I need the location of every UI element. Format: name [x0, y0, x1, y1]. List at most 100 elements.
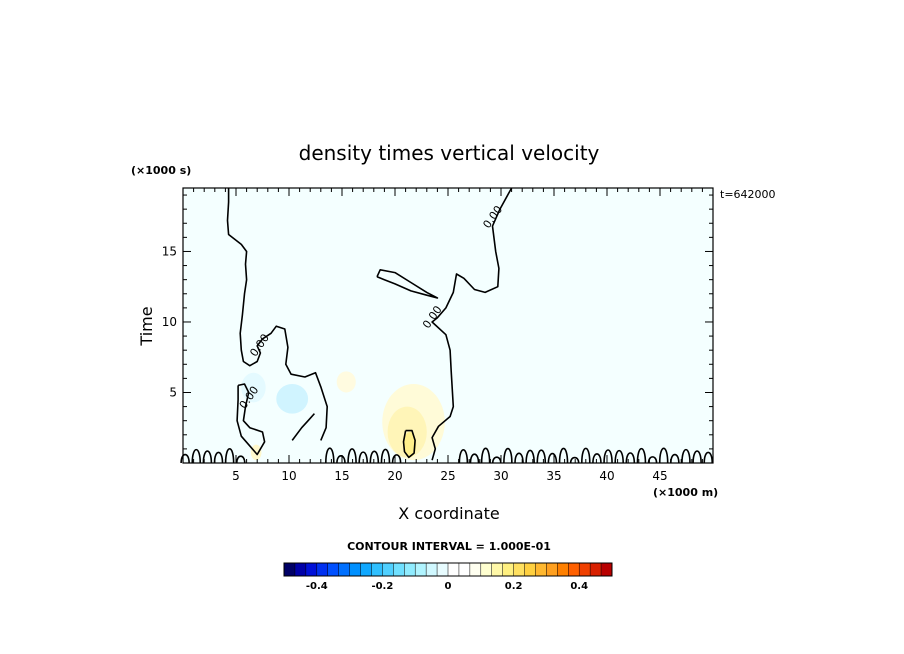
surface-contour: [547, 452, 558, 464]
surface-contour: [325, 447, 335, 464]
surface-contour: [380, 448, 391, 464]
zero-contour-4: [236, 383, 266, 456]
colorbar-swatch: [546, 563, 558, 576]
colorbar-tick-label: -0.4: [306, 581, 328, 592]
surface-contour: [369, 450, 380, 464]
surface-contour: [647, 456, 658, 464]
y-tick-label: 15: [162, 244, 177, 258]
x-tick-label: 45: [652, 469, 667, 483]
colorbar-frame: [283, 562, 613, 577]
colorbar-swatch: [502, 563, 514, 576]
colorbar-tick-label: 0.2: [505, 581, 523, 592]
field-patch-strong-yellow: [403, 431, 417, 458]
colorbar-swatch: [480, 563, 493, 576]
x-tick-label: 15: [334, 469, 349, 483]
colorbar-swatch: [415, 563, 427, 576]
surface-contour: [347, 448, 357, 464]
x-tick-label: 5: [232, 469, 240, 483]
surface-contour: [191, 448, 202, 464]
surface-contour: [592, 453, 602, 464]
surface-contour: [703, 451, 714, 464]
surface-contour: [603, 449, 613, 464]
colorbar-swatch: [437, 563, 449, 576]
surface-contour: [614, 449, 624, 464]
y-tick-label: 10: [162, 315, 177, 329]
colorbar-swatch: [469, 563, 482, 576]
colorbar-swatch: [360, 563, 372, 576]
colorbar-swatch: [371, 563, 383, 576]
colorbar-swatch: [382, 563, 394, 576]
colorbar-swatch: [426, 563, 438, 576]
colorbar-swatch: [305, 563, 318, 576]
x-tick-label: 10: [281, 469, 296, 483]
surface-contour: [536, 449, 547, 464]
surface-contour: [514, 452, 524, 464]
zero-contours: [180, 187, 714, 464]
surface-contour: [681, 448, 691, 464]
surface-contour: [180, 453, 190, 464]
x-tick-label: 25: [440, 469, 455, 483]
x-axis-label: X coordinate: [398, 504, 499, 523]
zero-contour-2: [431, 187, 513, 461]
surface-contour: [235, 455, 246, 464]
colorbar-swatch: [349, 563, 361, 576]
field-background: [183, 188, 713, 463]
surface-contour: [503, 447, 513, 464]
field-patch-faint-yellow: [336, 371, 356, 393]
colorbar-swatch: [601, 563, 613, 576]
surface-contour: [358, 451, 368, 464]
colorbar: -0.4 -0.2 0 0.2 0.4: [283, 562, 613, 592]
x-tick-label: 20: [387, 469, 402, 483]
y-axis-unit: (×1000 s): [131, 164, 191, 177]
surface-contour: [569, 456, 580, 464]
surface-contour: [391, 454, 402, 464]
colorbar-tick-label: 0: [445, 581, 452, 592]
x-tick-label: 40: [599, 469, 614, 483]
surface-contour: [692, 450, 702, 464]
field-patch-light-cyan: [276, 384, 309, 414]
colorbar-swatch: [393, 563, 405, 576]
colorbar-tick-label: -0.2: [371, 581, 393, 592]
surface-contour: [469, 453, 480, 464]
surface-contour: [625, 452, 636, 464]
surface-contour: [224, 448, 235, 464]
surface-contour: [480, 447, 491, 464]
colorbar-swatch: [316, 563, 329, 576]
surface-contour: [336, 455, 346, 464]
zero-contour-1: [291, 413, 315, 441]
colorbar-swatch: [535, 563, 547, 576]
x-tick-label: 35: [546, 469, 561, 483]
colorbar-swatch: [513, 563, 525, 576]
colorbar-swatch: [458, 563, 471, 576]
zero-contour-3: [376, 269, 439, 299]
axes: 5 10 15 20 25 30 35 40 45 5 10 15: [162, 188, 713, 483]
colorbar-swatch: [338, 563, 350, 576]
surface-contour: [558, 447, 569, 464]
colorbar-swatch: [294, 563, 307, 576]
y-tick-label: 5: [169, 385, 177, 399]
surface-contour: [636, 447, 647, 464]
colorbar-swatch: [557, 563, 569, 576]
x-axis-unit: (×1000 m): [653, 486, 718, 499]
colorbar-swatch: [568, 563, 580, 576]
surface-contour: [458, 448, 469, 464]
contour-interval-label: CONTOUR INTERVAL = 1.000E-01: [347, 540, 551, 553]
chart-title: density times vertical velocity: [299, 141, 600, 165]
colorbar-swatch: [590, 563, 602, 576]
y-axis-label: Time: [137, 306, 156, 346]
zero-contour-5: [402, 429, 416, 459]
colorbar-swatch: [327, 563, 339, 576]
colorbar-swatch: [579, 563, 591, 576]
field-shading: [183, 188, 713, 463]
colorbar-swatch: [491, 563, 503, 576]
x-tick-label: 30: [493, 469, 508, 483]
colorbar-swatch: [284, 563, 296, 576]
zero-contour-0: [226, 188, 328, 441]
surface-contour: [581, 447, 591, 464]
colorbar-swatch: [448, 563, 460, 576]
colorbar-tick-label: 0.4: [570, 581, 588, 592]
time-stamp: t=642000: [720, 188, 776, 201]
field-patch-yellow: [387, 406, 427, 458]
surface-contour: [202, 450, 213, 464]
